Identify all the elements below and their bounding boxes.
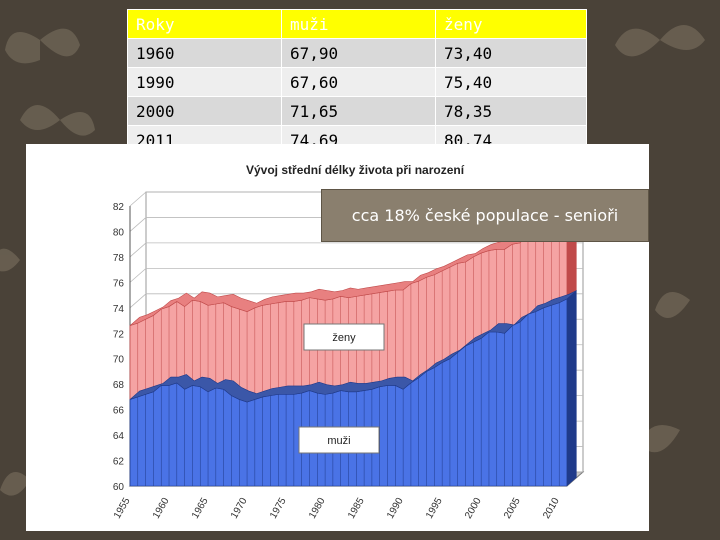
y-tick-label: 78 [113,253,125,264]
y-tick-label: 64 [113,431,125,442]
x-tick-label: 1990 [385,496,406,521]
series-label-box [303,323,385,351]
cell-zeny: 78,35 [435,96,587,126]
header-zeny: ženy [435,9,587,39]
table-header-row: Roky muži ženy [127,9,587,39]
cell-zeny: 73,40 [435,38,587,68]
y-tick-label: 60 [113,482,125,493]
series-label: ženy [332,332,356,344]
cell-year: 1990 [127,67,282,97]
x-tick-label: 1985 [346,496,367,521]
header-roky: Roky [127,9,282,39]
y-tick-label: 70 [113,355,125,366]
series-side-muzi [567,290,577,486]
x-tick-label: 1975 [268,496,289,521]
chart-canvas: Vývoj střední délky života při narození 8… [112,163,585,521]
series-label-box [298,426,380,454]
gridline [129,242,583,258]
series-label: muži [327,435,350,447]
y-tick-label: 66 [113,406,125,417]
life-expectancy-table: Roky muži ženy 1960 67,90 73,40 1990 67,… [127,9,587,155]
x-tick-label: 1955 [112,496,133,521]
table-row: 2000 71,65 78,35 [127,96,587,126]
cell-year: 2000 [127,96,282,126]
cell-zeny: 75,40 [435,67,587,97]
seniors-callout: cca 18% české populace - senioři [321,189,649,242]
cell-year: 1960 [127,38,282,68]
cell-muzi: 67,90 [281,38,436,68]
cell-muzi: 67,60 [281,67,436,97]
cell-muzi: 71,65 [281,96,436,126]
x-tick-label: 2010 [541,496,562,521]
x-tick-label: 1995 [424,496,445,521]
x-tick-label: 1970 [229,496,250,521]
x-tick-label: 1960 [151,496,172,521]
y-tick-label: 72 [113,329,125,340]
x-tick-label: 1965 [190,496,211,521]
x-tick-label: 2000 [463,496,484,521]
x-tick-label: 1980 [307,496,328,521]
y-tick-label: 74 [113,304,125,315]
header-muzi: muži [281,9,436,39]
y-tick-label: 76 [113,278,125,289]
y-tick-label: 80 [113,227,125,238]
y-tick-label: 82 [113,202,125,213]
table-row: 1990 67,60 75,40 [127,67,587,97]
y-tick-label: 62 [113,457,125,468]
y-tick-label: 68 [113,380,125,391]
chart-title: Vývoj střední délky života při narození [246,163,465,177]
x-tick-label: 2005 [502,496,523,521]
table-row: 1960 67,90 73,40 [127,38,587,68]
